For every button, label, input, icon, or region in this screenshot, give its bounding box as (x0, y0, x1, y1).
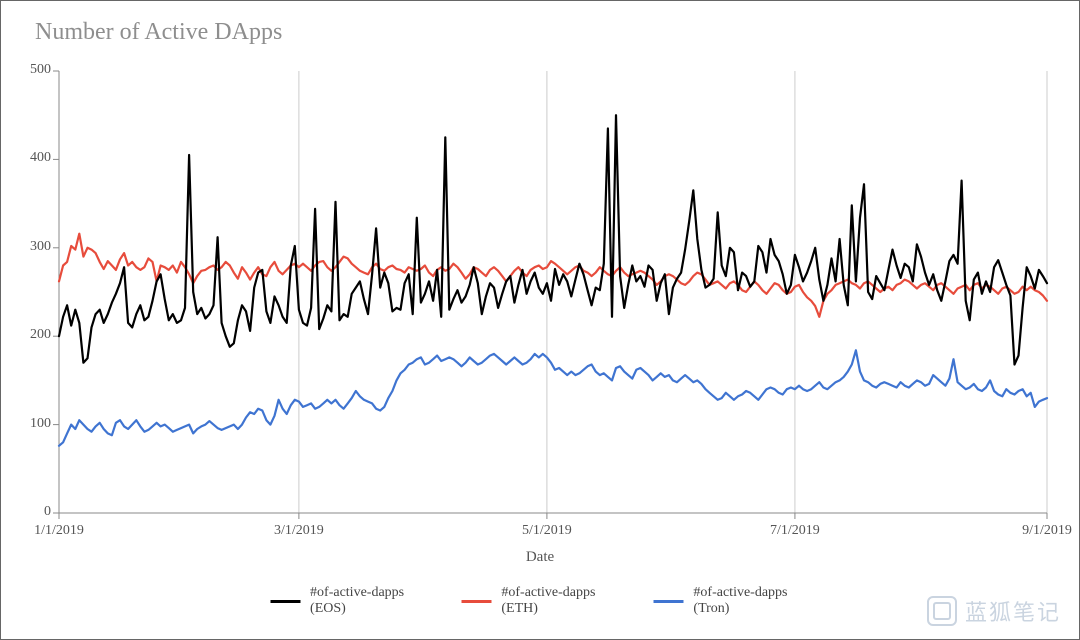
legend-item-tron: #of-active-dapps (Tron) (654, 585, 810, 617)
x-tick-label: 5/1/2019 (522, 523, 572, 539)
legend: #of-active-dapps (EOS) #of-active-dapps … (271, 585, 810, 617)
y-tick-label: 500 (21, 62, 51, 78)
x-tick-label: 7/1/2019 (770, 523, 820, 539)
legend-swatch-eos (271, 600, 301, 603)
x-tick-label: 3/1/2019 (274, 523, 324, 539)
watermark-icon (927, 596, 957, 626)
y-tick-label: 0 (21, 504, 51, 520)
watermark: 蓝狐笔记 (927, 595, 1061, 627)
y-tick-label: 400 (21, 150, 51, 166)
watermark-text: 蓝狐笔记 (965, 595, 1061, 627)
chart-frame: Number of Active DApps 0100200300400500 … (0, 0, 1080, 640)
chart-svg (59, 71, 1047, 513)
legend-label-tron: #of-active-dapps (Tron) (693, 585, 809, 617)
y-tick-label: 100 (21, 416, 51, 432)
y-tick-label: 200 (21, 327, 51, 343)
legend-swatch-tron (654, 600, 684, 603)
chart-title: Number of Active DApps (35, 19, 282, 46)
legend-label-eth: #of-active-dapps (ETH) (501, 585, 618, 617)
plot-area (59, 71, 1047, 513)
legend-item-eth: #of-active-dapps (ETH) (462, 585, 618, 617)
legend-item-eos: #of-active-dapps (EOS) (271, 585, 426, 617)
x-tick-label: 9/1/2019 (1022, 523, 1072, 539)
legend-label-eos: #of-active-dapps (EOS) (310, 585, 426, 617)
legend-swatch-eth (462, 600, 492, 603)
x-tick-label: 1/1/2019 (34, 523, 84, 539)
x-axis-title: Date (526, 549, 554, 566)
y-tick-label: 300 (21, 239, 51, 255)
